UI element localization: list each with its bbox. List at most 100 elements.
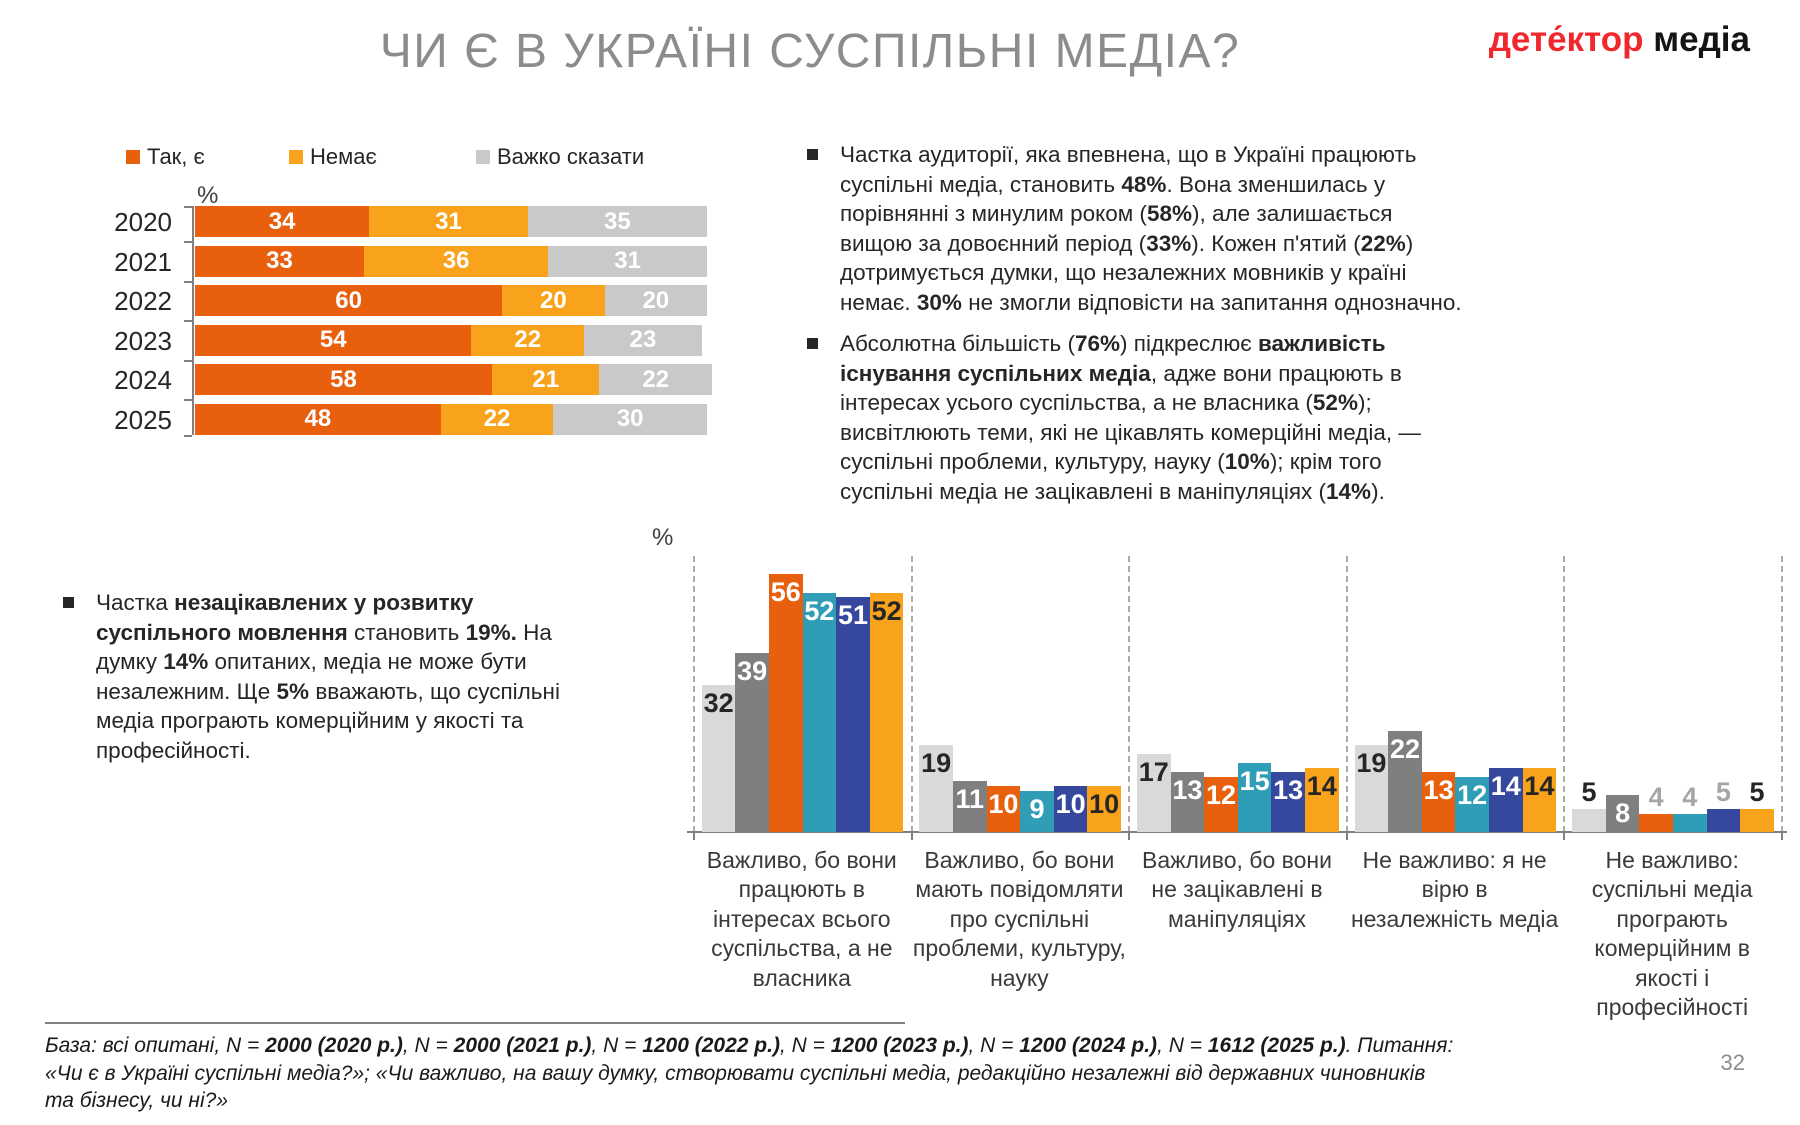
axis-tick: [184, 241, 192, 244]
text-run: 1200 (2022 р.): [642, 1034, 780, 1057]
bar: [701, 684, 736, 832]
axis-tick: [910, 832, 913, 840]
stacked-bar-segment: 22: [440, 403, 554, 435]
bar: [1271, 772, 1305, 832]
bar-value-label: 21: [532, 365, 560, 393]
bar-value-label: 56: [770, 577, 801, 608]
stacked-bar-segment: 35: [527, 206, 707, 237]
bar-value-label: 12: [1457, 779, 1488, 810]
text-run: 76%: [1074, 331, 1121, 356]
text-run: ) дотримується думки, що незалежних мовн…: [840, 230, 1414, 315]
bar-value-label: 22: [483, 405, 511, 432]
bar-value-label: 4: [1648, 781, 1664, 812]
text-run: становить: [347, 619, 466, 645]
legend-swatch: [126, 150, 140, 164]
bar: [1421, 772, 1456, 832]
dashed-gridline: [1781, 556, 1783, 832]
bar-value-label: 4: [1682, 781, 1698, 812]
legend-label: Важко сказати: [497, 144, 645, 169]
text-run: 14%: [1326, 478, 1372, 504]
year-label: 2025: [114, 404, 172, 435]
text-run: Частка: [96, 590, 175, 615]
text-run: 1200 (2023 р.): [830, 1034, 969, 1057]
category-label: Не важливо: суспільні медіа програють ко…: [1591, 847, 1753, 1021]
category-label: Важливо, бо вони працюють в інтересах вс…: [706, 847, 897, 991]
stacked-bar-segment: 22: [471, 324, 585, 356]
bar: [1706, 809, 1741, 832]
bar: [1639, 813, 1673, 832]
text-run: опитаних, медіа не може бути незалежним.…: [96, 649, 527, 704]
legend-item: Так, є: [126, 144, 205, 170]
right-text-block: Частка аудиторії, яка впевнена, що в Укр…: [804, 140, 1466, 518]
bar-value-label: 48: [304, 405, 332, 432]
bar-value-label: 34: [268, 207, 296, 235]
legend-swatch: [289, 150, 303, 164]
bar-value-label: 19: [921, 747, 952, 778]
bar: [1354, 744, 1389, 832]
bar: [1137, 753, 1171, 832]
dashed-gridline: [1563, 556, 1566, 832]
dashed-gridline: [910, 556, 913, 832]
year-label: 2022: [114, 286, 172, 316]
bar: [1522, 767, 1557, 832]
year-label: 2024: [114, 365, 172, 395]
stacked-bar-segment: 36: [363, 245, 549, 277]
bullet-item: Частка незацікавлених у розвитку суспіль…: [60, 588, 580, 765]
bar-value-label: 58: [330, 365, 357, 393]
bar-value-label: 5: [1749, 777, 1765, 807]
stacked-bar-segment: 30: [553, 403, 707, 435]
text-run: . Питання: «Чи є в Україні суспільні мед…: [45, 1034, 1454, 1113]
bar-value-label: 12: [1205, 779, 1237, 810]
stacked-bar-segment: 54: [195, 324, 472, 356]
stacked-bar-segment: 20: [604, 285, 707, 316]
bar-value-label: 32: [703, 687, 734, 718]
bar-value-label: 14: [1306, 770, 1337, 801]
page-number: 32: [1720, 1050, 1745, 1075]
bar: [1204, 776, 1238, 832]
text-run: 1200 (2024 р.): [1019, 1034, 1158, 1057]
bar-value-label: 10: [1055, 789, 1086, 819]
legend-label: Немає: [310, 144, 377, 169]
bar: [953, 781, 987, 832]
bar: [1053, 786, 1088, 832]
bar: [1305, 767, 1339, 832]
bar: [986, 786, 1021, 832]
category-label: Не важливо: я не вірю в незалежність мед…: [1350, 847, 1559, 932]
page-title: ЧИ Є В УКРАЇНІ СУСПІЛЬНІ МЕДІА?: [379, 25, 1241, 78]
category-label: Важливо, бо вони не зацікавлені в маніпу…: [1141, 847, 1332, 932]
bar: [1605, 795, 1640, 832]
text-run: 5%: [276, 678, 310, 704]
text-run: 1612 (2025 р.): [1207, 1034, 1346, 1057]
axis-tick: [184, 206, 192, 208]
axis-tick: [184, 359, 192, 362]
legend-label: Так, є: [147, 144, 205, 169]
text-run: , N =: [1157, 1034, 1208, 1057]
text-run: ) підкреслює: [1120, 331, 1258, 356]
axis-tick: [1563, 832, 1566, 840]
bar: [735, 652, 769, 832]
footer-divider: [45, 1022, 905, 1024]
bar: [1388, 730, 1422, 832]
bar: [919, 744, 953, 832]
bar-value-label: 22: [514, 326, 542, 353]
text-run: ); висвітлюють теми, які не цікавлять ко…: [840, 390, 1421, 474]
bar: [1673, 813, 1707, 832]
left-text-block: Частка незацікавлених у розвитку суспіль…: [60, 588, 580, 777]
bar-value-label: 17: [1138, 756, 1169, 787]
axis-tick: [184, 320, 192, 323]
bar: [836, 597, 870, 832]
axis-tick: [1781, 832, 1783, 840]
bar: [1489, 767, 1523, 832]
text-run: 22%: [1360, 230, 1406, 256]
bar: [802, 592, 837, 832]
bar-value-label: 8: [1615, 798, 1631, 829]
bar-value-label: 10: [988, 789, 1019, 819]
bar-value-label: 52: [804, 595, 835, 626]
text-run: 2000 (2021 р.): [453, 1034, 592, 1057]
bar-value-label: 54: [319, 326, 347, 353]
bar-value-label: 35: [604, 207, 631, 235]
year-label: 2023: [114, 325, 172, 356]
text-run: Абсолютна більшість (: [840, 331, 1075, 356]
bar: [1087, 786, 1121, 832]
